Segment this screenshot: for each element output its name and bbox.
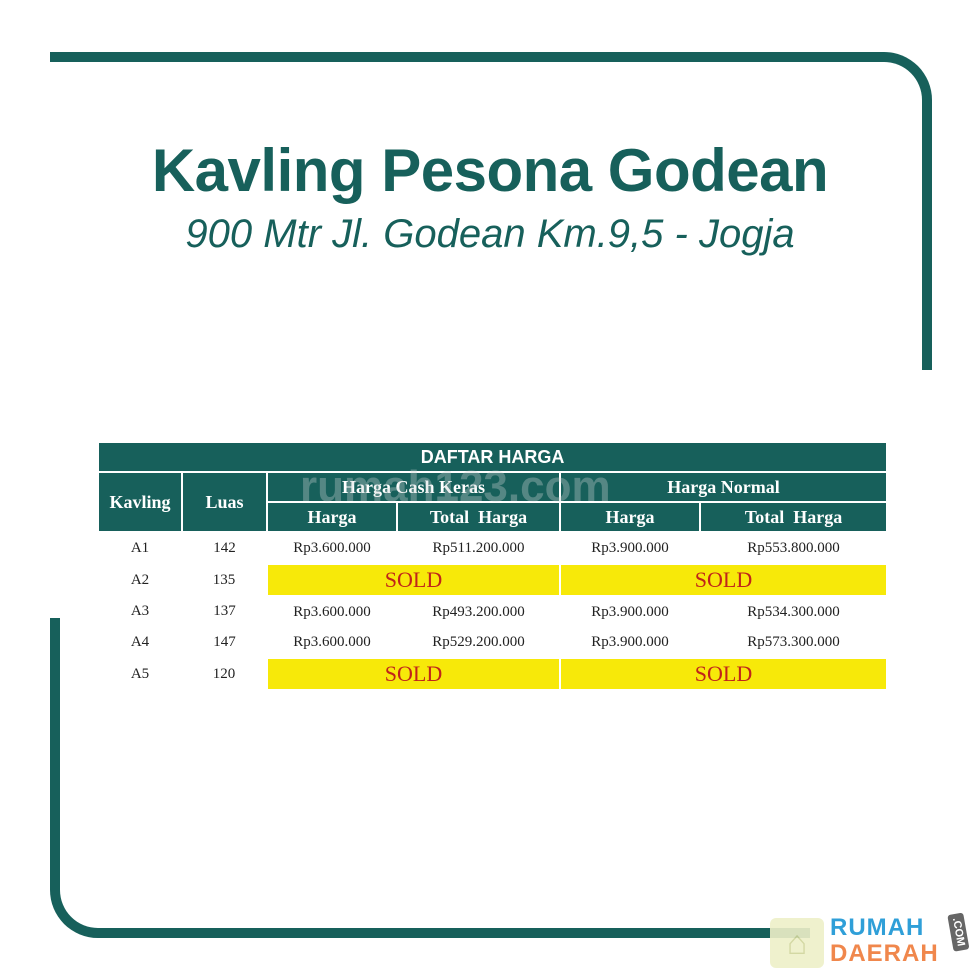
sold-badge: SOLD [558, 563, 889, 597]
cell-kavling: A3 [130, 603, 150, 619]
cell-kavling: A1 [130, 540, 150, 556]
table-row: A5 120 SOLD SOLD [98, 657, 889, 691]
header-luas: Luas [181, 471, 268, 533]
cell-luas: 135 [212, 571, 236, 588]
table-row: A1 142 Rp3.600.000 Rp511.200.000 Rp3.900… [98, 532, 887, 564]
sold-badge: SOLD [266, 563, 561, 597]
cell-luas: 147 [213, 634, 236, 650]
cell-kavling: A4 [130, 634, 150, 650]
table-row: A4 147 Rp3.600.000 Rp529.200.000 Rp3.900… [98, 627, 887, 658]
cell-normal-total: Rp534.300.000 [747, 603, 840, 620]
cell-kavling: A5 [130, 665, 150, 682]
cell-cash-harga: Rp3.600.000 [293, 539, 371, 556]
header-kavling: Kavling [97, 471, 183, 533]
frame-top-border [50, 52, 932, 370]
cell-kavling: A2 [130, 571, 150, 588]
cell-cash-harga: Rp3.600.000 [293, 603, 371, 620]
cell-normal-total: Rp573.300.000 [747, 633, 840, 650]
cell-luas: 142 [213, 540, 236, 556]
cell-cash-total: Rp529.200.000 [432, 633, 525, 650]
table-row: A3 137 Rp3.600.000 Rp493.200.000 Rp3.900… [98, 596, 887, 627]
header-cash-harga: Harga [266, 501, 398, 533]
house-icon: ⌂ [770, 918, 824, 968]
sold-badge: SOLD [558, 657, 889, 691]
logo-line1: RUMAH [830, 914, 925, 941]
cell-normal-harga: Rp3.900.000 [591, 539, 669, 556]
cell-luas: 120 [212, 665, 236, 682]
sold-badge: SOLD [266, 657, 561, 691]
logo: ⌂ RUMAH DAERAH .COM [770, 912, 970, 976]
cell-normal-harga: Rp3.900.000 [591, 603, 669, 620]
cell-normal-harga: Rp3.900.000 [591, 633, 669, 650]
header-normal-total: Total Harga [698, 501, 889, 533]
header-normal-harga: Harga [559, 501, 701, 533]
cell-cash-total: Rp493.200.000 [432, 603, 525, 620]
table-row: A2 135 SOLD SOLD [98, 563, 889, 597]
price-table: DAFTAR HARGA Kavling Luas Harga Cash Ker… [96, 441, 889, 691]
frame-bottom-border [50, 618, 810, 938]
cell-normal-total: Rp553.800.000 [747, 539, 840, 556]
page-title: Kavling Pesona Godean [151, 137, 829, 204]
header-normal: Harga Normal [558, 471, 889, 503]
page-subtitle: 900 Mtr Jl. Godean Km.9,5 - Jogja [185, 212, 795, 256]
cell-cash-harga: Rp3.600.000 [293, 633, 371, 650]
cell-luas: 137 [213, 603, 236, 619]
header-cash-keras: Harga Cash Keras [266, 471, 561, 503]
table-caption: DAFTAR HARGA [96, 441, 889, 473]
logo-line2: DAERAH [830, 940, 939, 967]
header-cash-total: Total Harga [396, 501, 561, 533]
logo-tld: .COM [947, 912, 970, 952]
cell-cash-total: Rp511.200.000 [432, 539, 525, 556]
